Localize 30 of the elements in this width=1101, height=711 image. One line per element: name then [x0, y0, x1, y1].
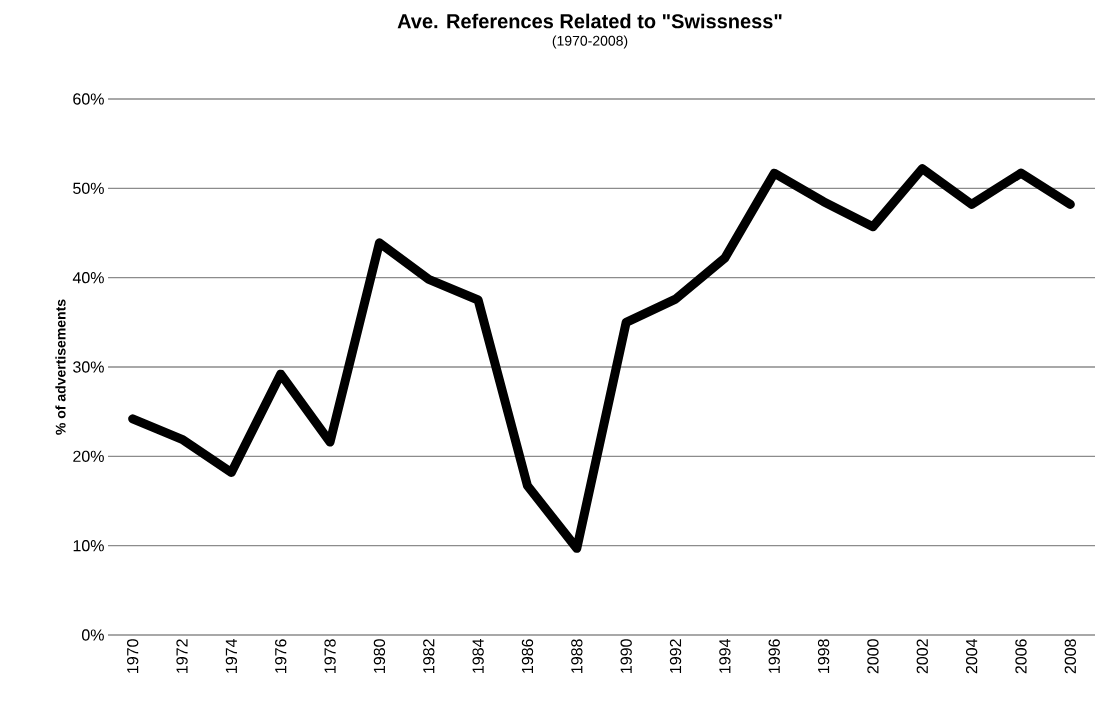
- x-tick-label: 1988: [571, 639, 583, 673]
- y-axis-title: % of advertisements: [55, 299, 66, 435]
- x-tick-label: 1972: [176, 639, 188, 673]
- x-tick-label: 1976: [275, 639, 287, 673]
- x-tick-label: 1990: [620, 639, 632, 673]
- y-tick-label: 20%: [73, 450, 104, 462]
- y-tick-label: 30%: [73, 361, 104, 373]
- x-tick-label: 1984: [472, 638, 484, 673]
- x-tick-label: 1994: [719, 638, 731, 673]
- x-tick-label: 2006: [1015, 639, 1027, 674]
- x-tick-label: 1986: [521, 639, 534, 673]
- chart-subtitle: (1970-2008): [552, 35, 628, 49]
- x-tick-label: 1978: [324, 639, 336, 673]
- y-tick-label: 10%: [73, 540, 104, 552]
- x-tick-label: 2000: [867, 639, 879, 674]
- x-tick-label: 2002: [916, 639, 928, 674]
- x-tick-label: 2008: [1064, 639, 1076, 674]
- x-tick-label: 1992: [669, 639, 682, 673]
- y-tick-label: 60%: [73, 93, 104, 105]
- y-tick-label: 40%: [72, 272, 104, 284]
- x-tick-label: 2004: [965, 638, 978, 674]
- x-tick-label: 1998: [817, 639, 830, 673]
- y-tick-label: 0%: [81, 629, 104, 641]
- x-tick-label: 1970: [127, 639, 139, 673]
- y-tick-label: 50%: [73, 182, 104, 194]
- chart-title: Ave. References Related to "Swissness": [397, 13, 782, 29]
- x-tick-label: 1982: [423, 639, 435, 673]
- x-tick-label: 1980: [373, 639, 386, 673]
- x-tick-label: 1974: [225, 638, 238, 673]
- x-tick-label: 1996: [768, 639, 780, 673]
